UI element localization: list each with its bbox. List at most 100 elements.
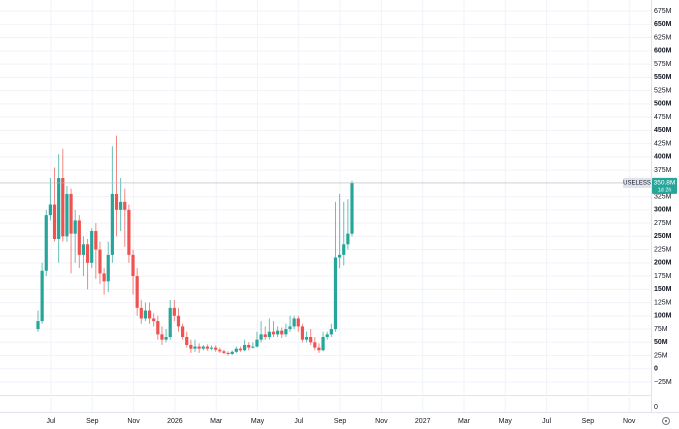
candle-body (119, 201, 123, 210)
y-tick-label: 375M (654, 167, 672, 174)
candle-body (259, 334, 263, 340)
y-tick-label: −25M (654, 379, 672, 386)
x-tick-label: Nov (127, 418, 140, 425)
candle-body (77, 220, 81, 255)
candle-body (276, 330, 280, 335)
x-tick-label: Nov (375, 418, 388, 425)
x-tick-label: May (251, 418, 265, 425)
candle-body (205, 346, 209, 349)
candle-body (65, 193, 69, 237)
x-tick-label: Jul (542, 418, 551, 425)
candle-body (255, 339, 259, 347)
y-tick-label: 100M (654, 313, 672, 320)
y-tick-label: 25M (654, 352, 668, 359)
candle-body (131, 254, 135, 277)
candle-body (176, 315, 181, 327)
candle-body (52, 204, 57, 239)
candle-body (214, 347, 218, 350)
candle-body (102, 273, 106, 282)
candle-body (147, 310, 152, 319)
candle-body (230, 351, 234, 354)
candle-body (110, 193, 114, 255)
candle-body (325, 334, 329, 338)
candle-body (123, 201, 127, 210)
candle-body (292, 318, 296, 327)
candle-body (317, 347, 321, 351)
y-tick-label: 475M (654, 114, 672, 121)
y-tick-label: 500M (654, 101, 672, 108)
gear-center[interactable] (664, 419, 668, 423)
x-tick-label: Mar (458, 418, 471, 425)
candle-body (143, 310, 148, 319)
price-label: 350.8M (654, 180, 676, 187)
candle-body (197, 346, 201, 349)
x-tick-label: 2026 (167, 418, 183, 425)
y-tick-label: 275M (654, 220, 672, 227)
x-tick-label: Jul (294, 418, 303, 425)
x-tick-label: Nov (623, 418, 636, 425)
candle-body (168, 307, 172, 338)
candle-body (193, 346, 197, 349)
y-tick-label: 300M (654, 207, 672, 214)
x-tick-label: 2027 (415, 418, 431, 425)
y-tick-label: 125M (654, 299, 672, 306)
candle-body (333, 257, 338, 330)
candle-body (300, 326, 305, 340)
candle-body (73, 220, 77, 234)
candle-body (313, 342, 317, 348)
candle-body (90, 231, 94, 263)
candle-body (242, 344, 247, 351)
y-tick-label: 450M (654, 127, 672, 134)
candle-body (304, 337, 309, 340)
candle-body (263, 334, 267, 338)
candle-body (284, 329, 288, 335)
y-tick-label: 675M (654, 8, 672, 15)
y-tick-label: 550M (654, 74, 672, 81)
x-tick-label: Sep (86, 418, 99, 425)
candle-body (44, 215, 48, 271)
y-tick-label: 425M (654, 140, 672, 147)
x-tick-label: Sep (582, 418, 595, 425)
y-tick-label: 325M (654, 193, 672, 200)
candle-body (156, 321, 160, 335)
candle-body (342, 244, 346, 255)
settings-icon[interactable] (662, 417, 670, 425)
gear[interactable] (662, 417, 670, 425)
x-tick-label: May (499, 418, 513, 425)
y-tick-label: 525M (654, 87, 672, 94)
y-tick-label: 575M (654, 61, 672, 68)
candle-body (94, 231, 98, 250)
y-tick-label: 400M (654, 154, 672, 161)
candle-body (189, 344, 193, 349)
candle-body (160, 334, 164, 340)
candle-body (185, 337, 189, 345)
countdown: 1d 2h (658, 187, 672, 193)
candle-body (338, 254, 342, 258)
y-tick-label: 600M (654, 48, 672, 55)
candle-body (271, 331, 276, 335)
price-label-box (652, 177, 677, 194)
y-tick-label: 225M (654, 246, 672, 253)
y-tick-label: 250M (654, 233, 672, 240)
candle-body (267, 331, 271, 338)
candle-body (226, 352, 230, 354)
candle-body (251, 346, 255, 348)
candle-body (234, 348, 238, 352)
candle-body (172, 307, 176, 316)
candle-body (288, 326, 292, 330)
candle-body (40, 270, 44, 322)
candle-body (181, 326, 185, 338)
candle-body (114, 193, 119, 210)
y-tick-label: 200M (654, 260, 672, 267)
candle-body (85, 244, 90, 263)
y-tick-label: 150M (654, 286, 672, 293)
candle-body (222, 351, 226, 353)
candle-body (135, 276, 139, 308)
candle-body (61, 178, 65, 237)
candle-body (238, 348, 243, 351)
grid (0, 0, 651, 412)
candle-body (36, 321, 40, 330)
y-tick-label: 0 (654, 366, 658, 373)
candle-body (69, 193, 73, 234)
